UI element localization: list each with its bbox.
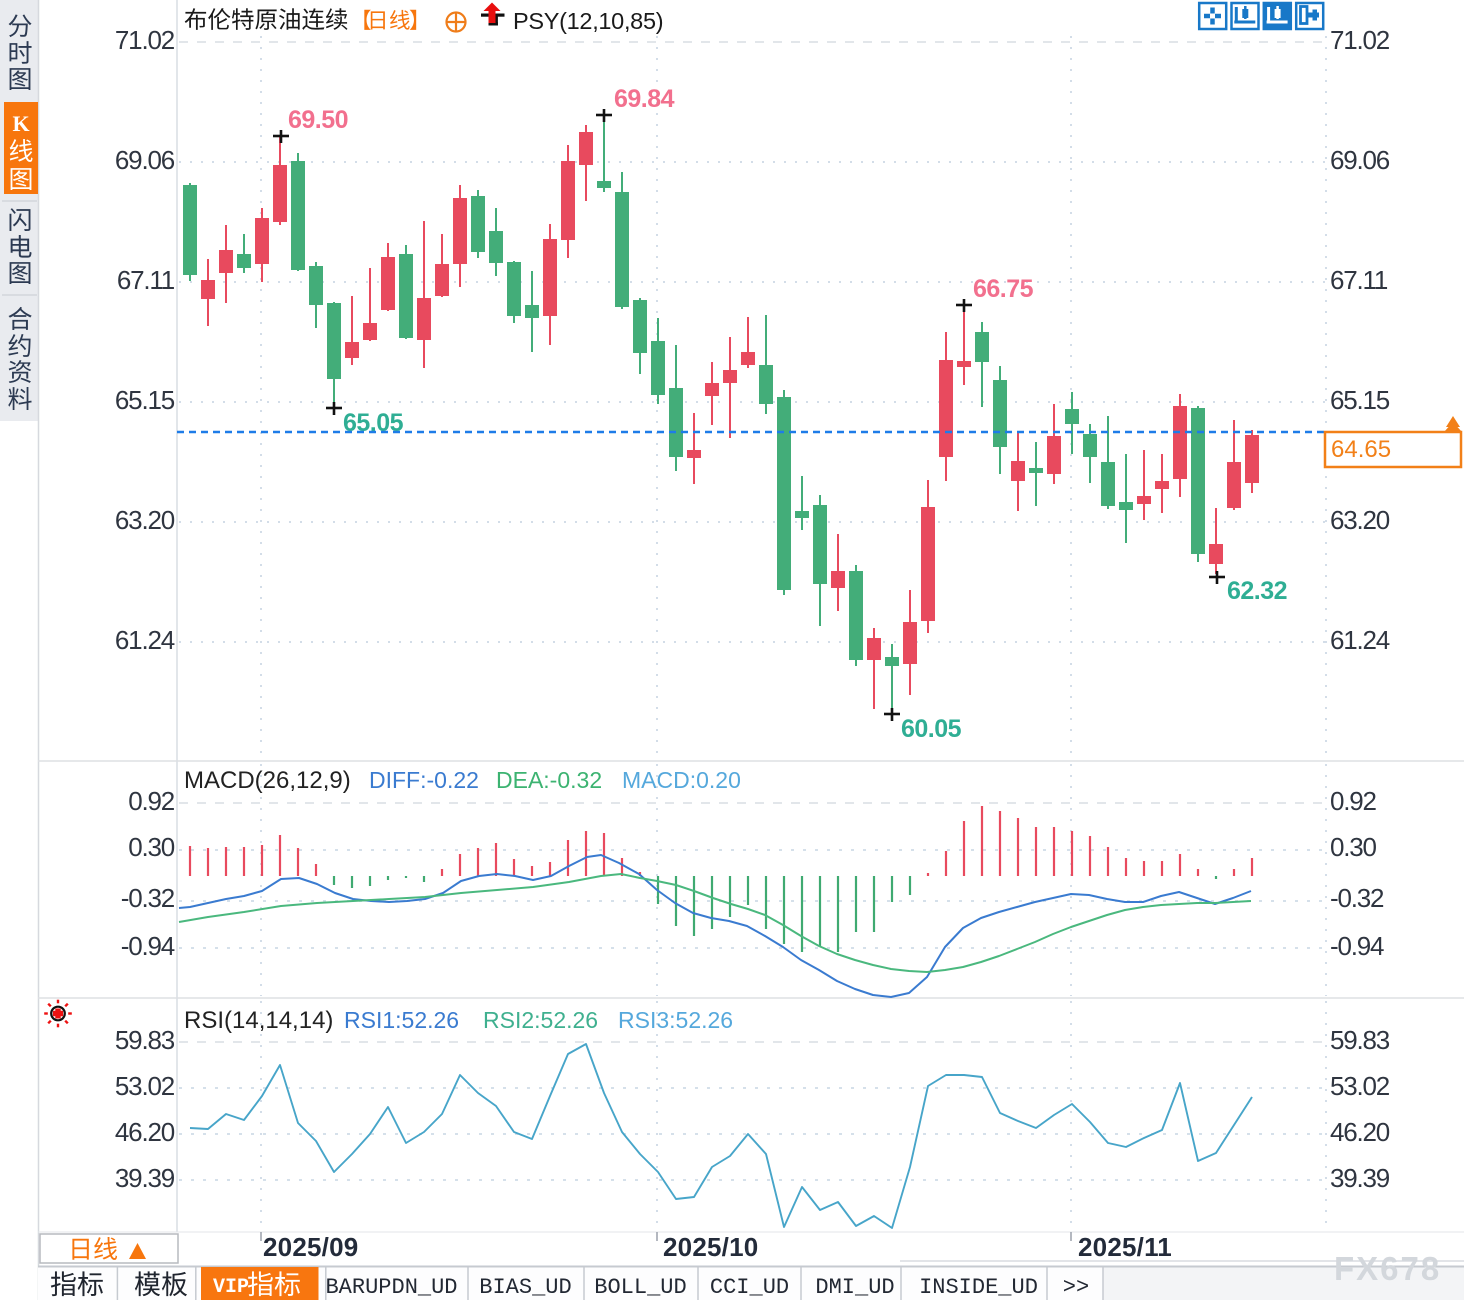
svg-text:62.32: 62.32 xyxy=(1227,577,1287,605)
svg-text:0.92: 0.92 xyxy=(128,786,175,816)
svg-text:65.15: 65.15 xyxy=(1330,385,1390,415)
svg-text:2025/10: 2025/10 xyxy=(663,1232,758,1262)
svg-text:CCI_UD: CCI_UD xyxy=(710,1275,789,1300)
svg-text:65.15: 65.15 xyxy=(115,385,175,415)
svg-text:0.30: 0.30 xyxy=(128,832,175,862)
svg-text:64.65: 64.65 xyxy=(1331,436,1391,463)
svg-text:67.11: 67.11 xyxy=(117,265,175,295)
svg-text:DMI_UD: DMI_UD xyxy=(815,1275,894,1300)
svg-text:0.30: 0.30 xyxy=(1330,832,1377,862)
svg-text:VIP: VIP xyxy=(213,1276,249,1299)
svg-text:69.50: 69.50 xyxy=(288,106,348,134)
svg-text:69.06: 69.06 xyxy=(1330,145,1390,175)
svg-text:MACD(26,12,9): MACD(26,12,9) xyxy=(184,767,351,794)
svg-text:46.20: 46.20 xyxy=(1330,1117,1390,1147)
svg-text:DEA:-0.32: DEA:-0.32 xyxy=(496,767,602,793)
svg-text:59.83: 59.83 xyxy=(1330,1025,1390,1055)
svg-text:-0.94: -0.94 xyxy=(1330,931,1384,961)
svg-text:-0.94: -0.94 xyxy=(121,931,175,961)
svg-text:59.83: 59.83 xyxy=(115,1025,175,1055)
svg-text:2025/11: 2025/11 xyxy=(1078,1232,1172,1262)
svg-text:INSIDE_UD: INSIDE_UD xyxy=(919,1275,1038,1300)
svg-text:46.20: 46.20 xyxy=(115,1117,175,1147)
svg-text:67.11: 67.11 xyxy=(1330,265,1388,295)
svg-text:53.02: 53.02 xyxy=(1330,1071,1390,1101)
svg-text:BIAS_UD: BIAS_UD xyxy=(479,1275,571,1300)
svg-text:39.39: 39.39 xyxy=(115,1163,175,1193)
svg-text:61.24: 61.24 xyxy=(115,625,175,655)
svg-text:69.84: 69.84 xyxy=(614,85,675,113)
svg-text:61.24: 61.24 xyxy=(1330,625,1390,655)
svg-text:K: K xyxy=(12,111,29,136)
svg-text:RSI1:52.26: RSI1:52.26 xyxy=(344,1007,459,1033)
svg-text:66.75: 66.75 xyxy=(973,275,1034,303)
svg-text:BARUPDN_UD: BARUPDN_UD xyxy=(325,1275,457,1300)
svg-text:39.39: 39.39 xyxy=(1330,1163,1390,1193)
svg-text:60.05: 60.05 xyxy=(901,715,962,743)
svg-text:DIFF:-0.22: DIFF:-0.22 xyxy=(369,767,479,793)
svg-text:2025/09: 2025/09 xyxy=(263,1232,358,1262)
svg-text:63.20: 63.20 xyxy=(115,505,175,535)
svg-text:BOLL_UD: BOLL_UD xyxy=(594,1275,686,1300)
svg-text:-0.32: -0.32 xyxy=(121,883,175,913)
svg-text:FX678: FX678 xyxy=(1334,1250,1441,1287)
svg-text:MACD:0.20: MACD:0.20 xyxy=(622,767,741,793)
svg-text:RSI3:52.26: RSI3:52.26 xyxy=(618,1007,733,1033)
svg-text:69.06: 69.06 xyxy=(115,145,175,175)
svg-text:71.02: 71.02 xyxy=(1330,25,1390,55)
svg-text:PSY(12,10,85): PSY(12,10,85) xyxy=(513,8,663,34)
svg-text:RSI(14,14,14): RSI(14,14,14) xyxy=(184,1007,333,1034)
svg-text:53.02: 53.02 xyxy=(115,1071,175,1101)
svg-text:>>: >> xyxy=(1063,1275,1089,1300)
svg-text:0.92: 0.92 xyxy=(1330,786,1377,816)
svg-text:-0.32: -0.32 xyxy=(1330,883,1384,913)
svg-text:RSI2:52.26: RSI2:52.26 xyxy=(483,1007,598,1033)
svg-text:63.20: 63.20 xyxy=(1330,505,1390,535)
svg-text:71.02: 71.02 xyxy=(115,25,175,55)
